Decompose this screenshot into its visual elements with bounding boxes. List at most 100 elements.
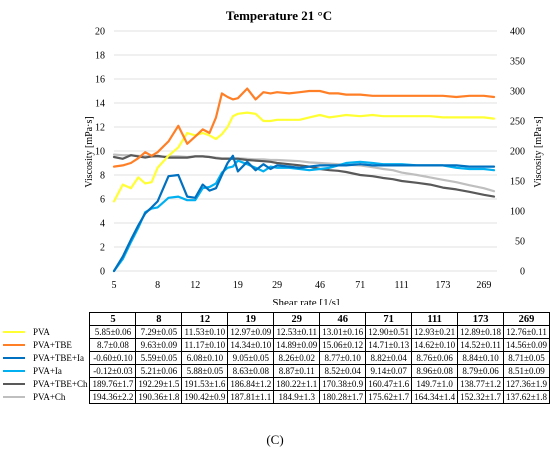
table-cell: 14.71±0.13 [365,338,413,352]
right-tick-label: 350 [510,57,525,68]
y-axis-label-right: Viscosity [mPa·s] [533,116,544,187]
table-cell: 160.47±1.6 [365,377,413,391]
table-cell: 8.71±0.05 [503,351,550,365]
legend-swatch [3,357,25,360]
table-cell: 164.34±1.4 [411,390,459,404]
right-tick-label: 250 [510,117,525,128]
table-cell: -0.60±0.10 [89,351,137,365]
table-cell: 192.29±1.5 [135,377,183,391]
table-column-header: 5 [89,312,137,326]
table-cell: 9.05±0.05 [227,351,275,365]
table-column-header: 173 [457,312,505,326]
table-column-header: 71 [365,312,413,326]
legend-entry: PVA+Ch [3,391,90,404]
table-cell: 8.51±0.09 [503,364,550,378]
table-cell: 14.34±0.10 [227,338,275,352]
left-tick-label: 20 [95,27,105,38]
legend-entry: PVA [3,326,90,339]
table-cell: 189.76±1.7 [89,377,137,391]
table-corner-cell [3,313,90,326]
table-cell: 14.62±0.10 [411,338,459,352]
legend-label: PVA+TBE+Ia [33,352,84,363]
table-cell: 8.76±0.06 [411,351,459,365]
x-axis-label: Shear rate [1/s] [272,297,339,305]
legend-swatch [3,383,25,386]
legend-entry: PVA+Ia [3,365,90,378]
table-cell: 14.52±0.11 [457,338,505,352]
right-tick-label: 300 [510,87,525,98]
table-cell: 127.36±1.9 [503,377,550,391]
right-tick-label: 400 [510,27,525,38]
table-row: PVA+TBE+Ia -0.60±0.10 5.59±0.05 6.08±0.10 9.… [3,351,550,365]
legend-label: PVA+Ia [33,365,62,376]
legend-swatch [3,344,25,347]
legend-entry: PVA+TBE [3,339,90,352]
x-tick-label: 173 [435,280,450,291]
table-cell: 8.7±0.08 [89,338,137,352]
table-cell: 9.63±0.09 [135,338,183,352]
table-cell: 14.56±0.09 [503,338,550,352]
table-cell: 12.93±0.21 [411,325,459,339]
table-cell: 5.21±0.06 [135,364,183,378]
table-cell: 12.89±0.18 [457,325,505,339]
x-tick-label: 8 [155,280,160,291]
table-column-header: 19 [227,312,275,326]
left-tick-label: 10 [95,147,105,158]
table-cell: 194.36±2.2 [89,390,137,404]
legend-swatch [3,370,25,373]
gridlines [114,30,497,272]
series-line-pva-tbe-ia [112,154,496,273]
right-tick-label: 200 [510,147,525,158]
left-axis-ticks: 0 2 4 6 8 10 12 14 16 18 20 [95,27,105,278]
chart-title: Temperature 21 °C [226,8,332,23]
table-cell: 8.77±0.10 [319,351,367,365]
table-cell: 8.63±0.08 [227,364,275,378]
right-tick-label: 100 [510,207,525,218]
table-cell: 11.17±0.10 [181,338,229,352]
table-cell: 13.01±0.16 [319,325,367,339]
table-cell: 8.79±0.06 [457,364,505,378]
right-tick-label: 50 [515,237,525,248]
table-cell: 5.85±0.06 [89,325,137,339]
left-tick-label: 16 [95,75,105,86]
table-cell: 180.28±1.7 [319,390,367,404]
table-cell: 5.59±0.05 [135,351,183,365]
panel-label: (C) [266,432,284,447]
table-cell: 8.87±0.11 [273,364,321,378]
left-tick-label: 0 [100,267,105,278]
table-cell: 15.06±0.12 [319,338,367,352]
table-cell: 8.84±0.10 [457,351,505,365]
left-tick-label: 14 [95,99,105,110]
legend-label: PVA+TBE+Ch [33,378,88,389]
table-column-header: 29 [273,312,321,326]
table-cell: 9.14±0.07 [365,364,413,378]
x-tick-label: 12 [190,280,200,291]
table-cell: 190.36±1.8 [135,390,183,404]
x-axis-ticks: 5 8 12 19 29 46 71 111 173 269 [112,280,492,291]
x-tick-label: 269 [476,280,491,291]
table-cell: 180.22±1.1 [273,377,321,391]
table-header-row: 5 8 12 19 29 46 71 111 173 269 [3,312,550,326]
table-cell: 5.88±0.05 [181,364,229,378]
table-cell: 184.9±1.3 [273,390,321,404]
table-cell: 12.53±0.11 [273,325,321,339]
table-cell: 137.62±1.8 [503,390,550,404]
legend-swatch [3,396,25,399]
right-axis-ticks: 0 50 100 150 200 250 300 350 400 [510,27,525,278]
table-cell: 152.32±1.7 [457,390,505,404]
left-tick-label: 8 [100,171,105,182]
table-row: PVA+TBE 8.7±0.08 9.63±0.09 11.17±0.10 14.34±… [3,338,550,352]
table-cell: -0.12±0.03 [89,364,137,378]
table-cell: 186.84±1.2 [227,377,275,391]
table-cell: 190.42±0.9 [181,390,229,404]
data-table: 5 8 12 19 29 46 71 111 173 269 PVA 5.85±0.06 7.29±0.… [3,312,550,404]
table-cell: 12.97±0.09 [227,325,275,339]
table-cell: 6.08±0.10 [181,351,229,365]
legend-label: PVA+TBE [33,339,72,350]
table-cell: 8.52±0.04 [319,364,367,378]
left-tick-label: 2 [100,243,105,254]
table-cell: 7.29±0.05 [135,325,183,339]
table-row: PVA+Ch 194.36±2.2 190.36±1.8 190.42±0.9 187.… [3,390,550,404]
x-tick-label: 5 [112,280,117,291]
